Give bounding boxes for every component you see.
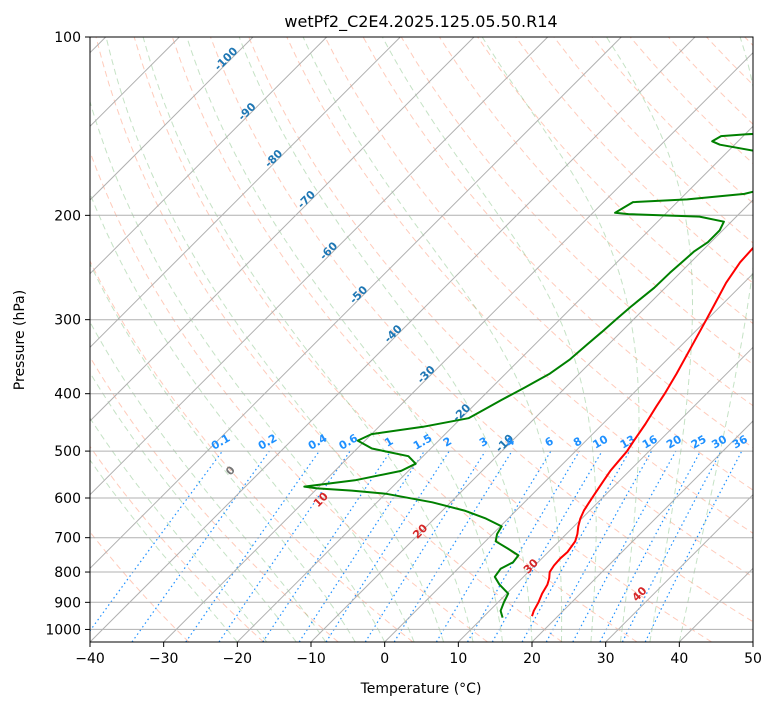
dry-adiabat-line	[248, 37, 753, 578]
plot-area: -100-90-80-70-60-50-40-30-20-10 0.1 0.2 0.…	[90, 37, 753, 642]
isotherm-line	[90, 37, 696, 642]
isotherm-line	[90, 37, 328, 275]
x-tick-label: 0	[380, 651, 389, 667]
x-tick-label: 40	[670, 651, 688, 667]
moist-adiabat-line	[90, 321, 327, 642]
isotherm-line	[90, 37, 622, 570]
y-tick-label: 500	[54, 444, 81, 460]
moist-adiabat-line	[381, 37, 597, 642]
dry-adiabat-line	[515, 37, 753, 284]
y-tick-label: 1000	[45, 622, 81, 638]
x-tick-label: 30	[597, 651, 615, 667]
y-axis: 100 200 300 400 500 600 700 800 900 1000	[45, 30, 90, 638]
mixing-ratio-labels: 0.1 0.2 0.4 0.6 1 1.5 2 3 4 6 8 10 13 16 20 25 30 36	[209, 431, 750, 452]
moist-adiabat-line	[142, 37, 474, 642]
y-tick-label: 300	[54, 313, 81, 329]
x-tick-label: 10	[449, 651, 467, 667]
moist-adiabat-line	[105, 37, 445, 642]
isotherm-line	[310, 199, 753, 642]
isotherm-line	[605, 493, 753, 642]
x-axis: −40 −30 −20 −10 0 10 20 30 40 50	[75, 642, 762, 667]
x-tick-label: 20	[523, 651, 541, 667]
mixing-ratio-line	[90, 450, 223, 632]
y-tick-label: 200	[54, 208, 81, 224]
mixing-ratio-line	[599, 450, 702, 642]
x-tick-label: −20	[223, 651, 253, 667]
moist-adiabat-line	[90, 262, 356, 642]
y-tick-label: 800	[54, 565, 81, 581]
background-lines	[90, 37, 753, 642]
isotherm-line	[457, 346, 753, 642]
y-tick-label: 600	[54, 491, 81, 507]
mixing-ratio-line	[491, 450, 603, 642]
moist-adiabat-line	[90, 417, 268, 642]
dry-adiabat-line	[286, 37, 753, 534]
isotherm-line	[236, 125, 753, 642]
mixing-ratio-line	[572, 450, 677, 642]
y-tick-label: 100	[54, 30, 81, 46]
moist-adiabat-line	[678, 37, 753, 642]
dry-adiabat-line	[133, 37, 638, 642]
moist-adiabat-line	[186, 37, 503, 642]
isotherm-line	[90, 37, 401, 349]
mixing-ratio-line	[185, 450, 320, 642]
x-tick-label: −40	[75, 651, 105, 667]
mixing-ratio-line	[218, 450, 351, 642]
chart-title: wetPf2_C2E4.2025.125.05.50.R14	[284, 12, 557, 32]
x-tick-label: 50	[744, 651, 762, 667]
dry-adiabat-line	[90, 445, 264, 642]
moist-adiabat-line	[90, 371, 297, 642]
dry-adiabat-line	[210, 37, 753, 623]
moist-adiabat-line	[90, 192, 386, 642]
isotherm-line	[90, 37, 254, 201]
mixing-ratio-line	[435, 450, 552, 642]
isotherm-line	[384, 272, 753, 642]
isotherm-line	[90, 37, 549, 496]
moist-adiabat-line	[238, 37, 533, 642]
moist-adiabat-line	[90, 459, 238, 642]
x-tick-label: −30	[149, 651, 179, 667]
y-axis-label: Pressure (hPa)	[12, 290, 28, 390]
isotherm-line	[163, 51, 753, 642]
y-tick-label: 700	[54, 531, 81, 547]
y-tick-label: 400	[54, 387, 81, 403]
mixing-ratio-line	[131, 450, 270, 642]
dewpoint-profile-line	[303, 132, 753, 618]
series-layer	[303, 132, 753, 618]
moist-adiabat-line	[606, 37, 693, 642]
dry-adiabat-line	[90, 259, 414, 642]
mixing-ratio-line	[325, 450, 450, 642]
plot-frame	[89, 36, 754, 643]
x-axis-label: Temperature (°C)	[360, 681, 482, 697]
temperature-profile-line	[531, 246, 753, 617]
moist-adiabat-line	[481, 37, 640, 642]
isotherm-line	[531, 420, 753, 642]
dry-adiabat-line	[171, 37, 712, 642]
dry-adiabat-line	[324, 37, 753, 491]
moist-adiabat-line	[302, 37, 563, 642]
mixing-ratio-line	[262, 450, 392, 642]
x-tick-label: −10	[296, 651, 326, 667]
isotherm-line	[90, 37, 475, 422]
y-tick-label: 900	[54, 595, 81, 611]
